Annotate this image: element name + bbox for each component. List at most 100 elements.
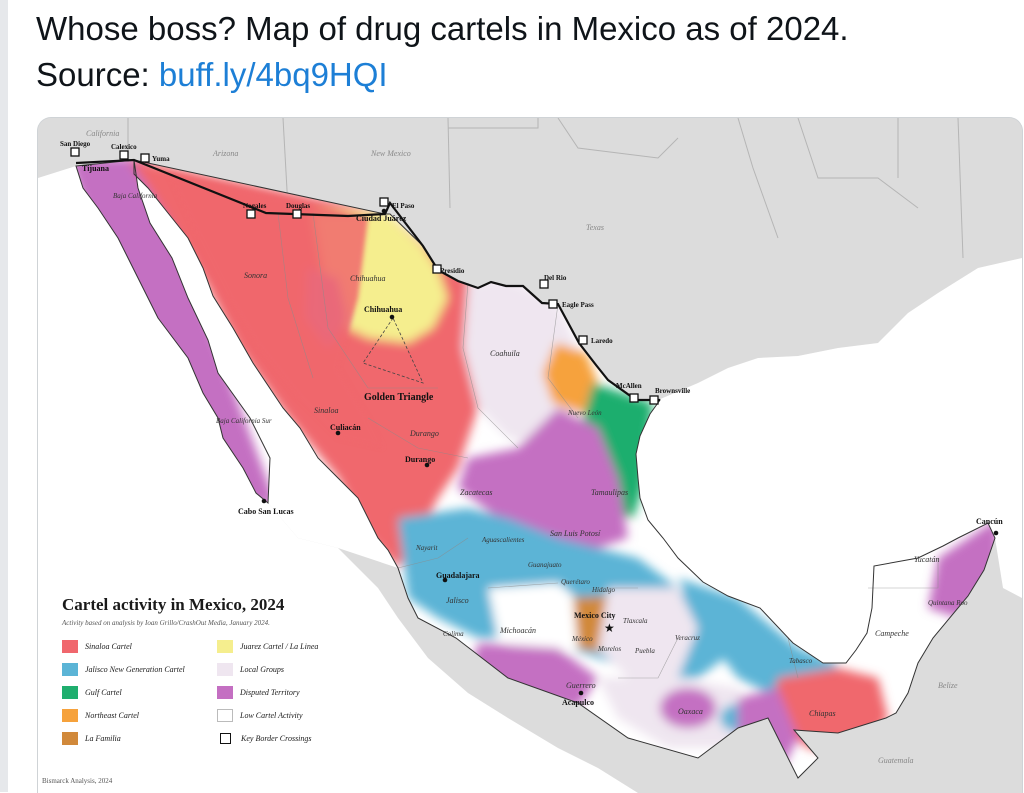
legend-label: Sinaloa Cartel [85,642,132,651]
legend-item-sinaloa: Sinaloa Cartel [62,639,217,654]
legend-item-juarez: Juarez Cartel / La Linea [217,639,377,654]
legend-item-crossings: Key Border Crossings [217,731,377,746]
label-sinaloa: Sinaloa [314,406,338,415]
label-colima: Colima [443,630,464,638]
legend-item-la-familia: La Familia [62,731,217,746]
source-link[interactable]: buff.ly/4bq9HQI [158,56,388,93]
crossing-del-rio: Del Rio [544,274,567,282]
swatch-cjng [62,663,78,676]
capital-star-icon: ★ [604,621,615,635]
swatch-disputed [217,686,233,699]
swatch-low [217,709,233,722]
source-label: Source: [36,56,150,93]
crossing-mcallen: McAllen [616,382,642,390]
city-acapulco: Acapulco [562,698,594,707]
label-guanajuato: Guanajuato [528,561,562,569]
label-nayarit: Nayarit [415,544,438,552]
label-texas: Texas [586,223,604,232]
label-new-mexico: New Mexico [370,149,411,158]
crossing-brownsville: Brownsville [655,387,690,395]
legend-label: Local Groups [240,665,284,674]
map-legend: Cartel activity in Mexico, 2024 Activity… [62,594,382,746]
legend-label: Juarez Cartel / La Linea [240,642,319,651]
city-cancun: Cancún [976,517,1003,526]
swatch-sinaloa [62,640,78,653]
legend-item-local: Local Groups [217,662,377,677]
city-guadalajara: Guadalajara [436,571,480,580]
label-queretaro: Querétaro [561,578,590,586]
tweet-headline: Whose boss? Map of drug cartels in Mexic… [36,10,849,47]
swatch-northeast [62,709,78,722]
label-arizona: Arizona [212,149,238,158]
legend-label: Disputed Territory [240,688,300,697]
label-morelos: Morelos [597,645,621,653]
crossing-nogales: Nogales [243,202,267,210]
left-border [0,0,8,792]
label-tamaulipas: Tamaulipas [591,488,628,497]
legend-item-gulf: Gulf Cartel [62,685,217,700]
label-durango-state: Durango [409,429,439,438]
label-chihuahua: Chihuahua [350,274,386,283]
city-ciudad-juarez: Ciudad Juárez [356,214,407,223]
legend-title: Cartel activity in Mexico, 2024 [62,595,285,614]
crossing-el-paso: El Paso [392,202,415,210]
legend-subtitle: Activity based on analysis by Ioan Grill… [62,619,270,627]
crossing-eagle-pass: Eagle Pass [562,301,594,309]
crossing-calexico: Calexico [111,143,137,151]
legend-item-disputed: Disputed Territory [217,685,377,700]
legend-label: Low Cartel Activity [240,711,303,720]
label-zacatecas: Zacatecas [460,488,492,497]
crossing-presidio: Presidio [440,267,465,275]
city-chihuahua: Chihuahua [364,305,402,314]
city-culiacan: Culiacán [330,423,361,432]
legend-item-low: Low Cartel Activity [217,708,377,723]
label-oaxaca: Oaxaca [678,707,703,716]
tweet-source-line: Source: buff.ly/4bq9HQI [36,52,1016,98]
label-mexico-state: México [571,635,593,643]
label-guatemala: Guatemala [878,756,914,765]
label-aguascalientes: Aguascalientes [481,536,525,544]
label-sonora: Sonora [244,271,267,280]
cartel-map-image[interactable]: California Arizona New Mexico Texas Beli… [37,117,1023,793]
legend-label: Gulf Cartel [85,688,122,697]
label-hidalgo: Hidalgo [591,586,615,594]
legend-label: La Familia [85,734,121,743]
map-credit: Bismarck Analysis, 2024 [42,777,113,785]
label-puebla: Puebla [634,647,655,655]
label-yucatan: Yucatán [914,555,940,564]
label-baja-california-sur: Baja California Sur [216,417,272,425]
swatch-juarez [217,640,233,653]
label-san-luis-potosi: San Luis Potosí [550,529,601,538]
crossing-laredo: Laredo [591,337,613,345]
legend-item-cjng: Jalisco New Generation Cartel [62,662,217,677]
label-coahuila: Coahuila [490,349,520,358]
label-jalisco: Jalisco [446,596,469,605]
label-michoacan: Michoacán [499,626,536,635]
label-guerrero: Guerrero [566,681,596,690]
city-cabo-san-lucas: Cabo San Lucas [238,507,294,516]
swatch-local [217,663,233,676]
label-tabasco: Tabasco [789,657,813,665]
legend-label: Jalisco New Generation Cartel [85,665,185,674]
swatch-la-familia [62,732,78,745]
label-nuevo-leon: Nuevo León [567,409,602,417]
legend-label: Northeast Cartel [85,711,140,720]
legend-item-northeast: Northeast Cartel [62,708,217,723]
legend-label: Key Border Crossings [241,734,312,743]
label-california: California [86,129,119,138]
tweet-text: Whose boss? Map of drug cartels in Mexic… [36,6,1016,98]
crossing-yuma: Yuma [152,155,170,163]
label-tlaxcala: Tlaxcala [623,617,648,625]
label-campeche: Campeche [875,629,909,638]
golden-triangle-label: Golden Triangle [364,392,434,403]
crossing-douglas: Douglas [286,202,310,210]
label-quintana-roo: Quintana Roo [928,599,968,607]
city-tijuana: Tijuana [82,164,109,173]
label-belize: Belize [938,681,958,690]
crossing-san-diego: San Diego [60,140,91,148]
label-baja-california: Baja California [113,192,158,200]
city-mexico-city: Mexico City [574,611,616,620]
swatch-gulf [62,686,78,699]
map-svg: California Arizona New Mexico Texas Beli… [38,118,1022,793]
square-icon [220,733,231,744]
